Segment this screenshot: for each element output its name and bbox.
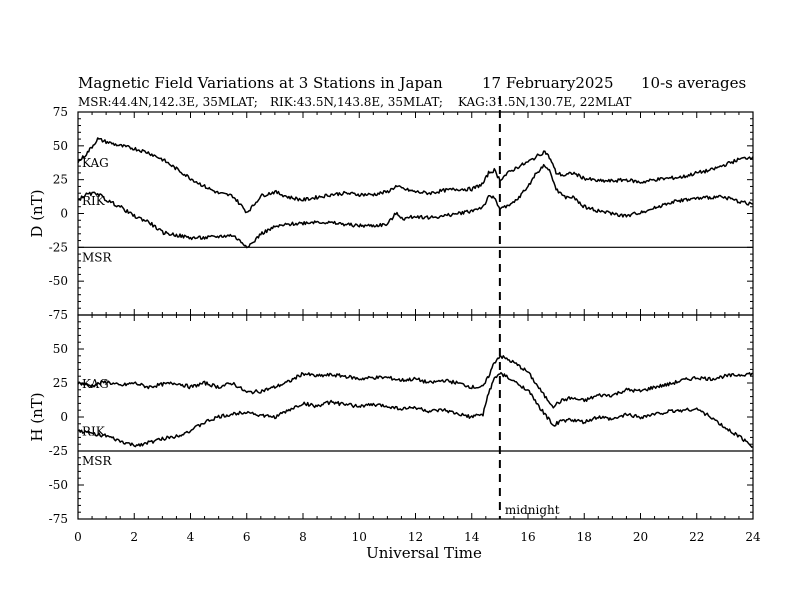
station-info-rik: RIK:43.5N,143.8E, 35MLAT; xyxy=(270,95,443,109)
x-axis-title: Universal Time xyxy=(366,544,482,562)
x-tick-label: 14 xyxy=(464,530,480,544)
x-tick-label: 18 xyxy=(577,530,592,544)
y-axis-title: D (nT) xyxy=(28,189,46,237)
station-label-rik: RIK xyxy=(82,194,106,208)
y-axis-title: H (nT) xyxy=(28,392,46,441)
y-tick-label: -50 xyxy=(49,478,68,492)
x-tick-label: 22 xyxy=(689,530,704,544)
trace-rik xyxy=(77,163,754,249)
station-label-msr: MSR xyxy=(82,250,113,264)
chart-date: 17 February2025 xyxy=(482,74,614,92)
y-tick-label: -25 xyxy=(49,444,68,458)
midnight-marker: midnight xyxy=(498,96,560,519)
trace-rik xyxy=(77,371,754,448)
x-tick-label: 12 xyxy=(408,530,423,544)
y-tick-label: -75 xyxy=(49,512,68,526)
x-tick-label: 10 xyxy=(352,530,367,544)
midnight-label: midnight xyxy=(505,503,560,517)
station-label-rik: RIK xyxy=(82,425,106,439)
x-tick-label: 20 xyxy=(633,530,648,544)
station-info-msr: MSR:44.4N,142.3E, 35MLAT; xyxy=(78,95,258,109)
x-axis: 0 2 4 6 8 10 12 14 16 18 20 22 24 xyxy=(74,112,761,544)
y-tick-label: -50 xyxy=(49,274,68,288)
y-tick-label: 0 xyxy=(60,207,68,221)
trace-kag xyxy=(77,137,754,214)
y-tick-label: 0 xyxy=(60,410,68,424)
chart-title: Magnetic Field Variations at 3 Stations … xyxy=(78,74,443,92)
y-tick-label: -75 xyxy=(49,308,68,322)
y-tick-label: 75 xyxy=(53,105,68,119)
x-tick-label: 8 xyxy=(299,530,307,544)
x-tick-label: 4 xyxy=(187,530,195,544)
station-label-kag: KAG xyxy=(82,156,109,170)
x-tick-label: 24 xyxy=(745,530,761,544)
y-tick-label: 50 xyxy=(53,139,68,153)
panel-frame xyxy=(77,111,754,316)
station-info-kag: KAG:31.5N,130.7E, 22MLAT xyxy=(458,95,631,109)
y-tick-label: 50 xyxy=(53,342,68,356)
x-tick-label: 16 xyxy=(520,530,535,544)
chart-averaging: 10-s averages xyxy=(641,74,746,92)
y-tick-label: 25 xyxy=(53,173,68,187)
y-tick-label: 25 xyxy=(53,376,68,390)
station-label-msr: MSR xyxy=(82,454,113,468)
horizontal-panel: 50 25 0 -25 -50 -75 H (nT) MSR KAG RIK xyxy=(28,314,754,526)
x-tick-label: 0 xyxy=(74,530,82,544)
panel-frame xyxy=(77,314,754,520)
trace-kag xyxy=(77,355,753,409)
x-tick-label: 6 xyxy=(243,530,251,544)
y-tick-label: -25 xyxy=(49,240,68,254)
declination-panel: 75 50 25 0 -25 -50 -75 D (nT) MSR KAG RIK xyxy=(28,105,754,322)
x-tick-label: 2 xyxy=(130,530,138,544)
station-label-kag: KAG xyxy=(82,377,109,391)
